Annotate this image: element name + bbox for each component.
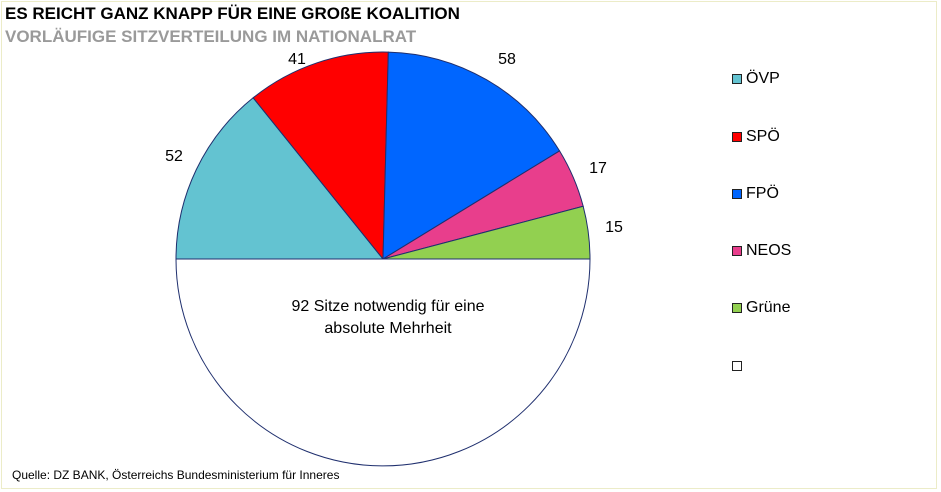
data-label-spö: 41: [288, 51, 306, 68]
pie-slice-remainder: [175, 258, 591, 467]
legend-item-grüne: Grüne: [732, 298, 790, 318]
chart-subtitle: VORLÄUFIGE SITZVERTEILUNG IM NATIONALRAT: [5, 27, 417, 46]
legend-item-remainder: [732, 356, 746, 376]
remainder-annotation-line-1: 92 Sitze notwendig für eine: [291, 298, 484, 315]
chart-title: ES REICHT GANZ KNAPP FÜR EINE GROßE KOAL…: [5, 4, 460, 23]
legend-label: NEOS: [746, 242, 792, 259]
remainder-annotation-line-2: absolute Mehrheit: [324, 320, 452, 337]
legend-label: Grüne: [746, 299, 791, 316]
legend-label: FPÖ: [746, 185, 779, 202]
pie-slice-fpö: [382, 51, 561, 260]
legend-swatch: [732, 303, 742, 313]
legend-label: SPÖ: [746, 128, 780, 145]
legend-swatch: [732, 189, 742, 199]
data-label-neos: 17: [589, 160, 607, 177]
legend-swatch: [732, 74, 742, 84]
legend-label: ÖVP: [746, 70, 780, 87]
legend-item-fpö: FPÖ: [732, 184, 779, 204]
pie-slice-spö: [252, 51, 389, 261]
legend-swatch: [732, 246, 742, 256]
data-label-grüne: 15: [605, 219, 623, 236]
legend-swatch: [732, 361, 742, 371]
legend-item-övp: ÖVP: [732, 69, 780, 89]
legend-item-spö: SPÖ: [732, 127, 780, 147]
source-note: Quelle: DZ BANK, Österreichs Bundesminis…: [12, 468, 340, 482]
legend-swatch: [732, 132, 742, 142]
data-label-fpö: 58: [498, 51, 516, 68]
pie-slice-övp: [175, 97, 385, 260]
legend-item-neos: NEOS: [732, 241, 791, 261]
data-label-övp: 52: [165, 148, 183, 165]
